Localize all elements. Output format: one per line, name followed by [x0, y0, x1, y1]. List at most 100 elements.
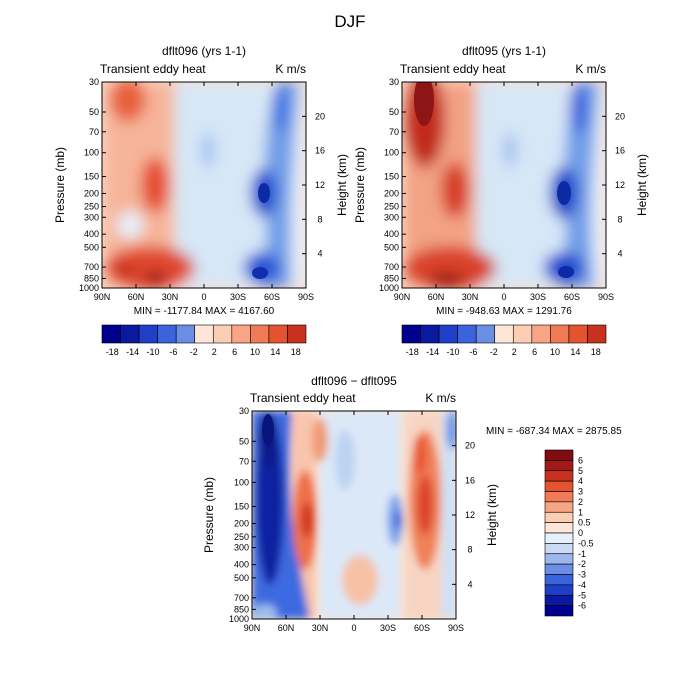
y-tick-label: 150 [84, 172, 99, 182]
y-tick-label: 400 [84, 229, 99, 239]
colorbar-label: -2 [578, 559, 586, 569]
y2-tick-label: 20 [465, 441, 475, 451]
x-tick-label: 0 [501, 292, 506, 302]
x-tick-label: 30S [530, 292, 546, 302]
colorbar-box [475, 324, 496, 344]
colorbar-label: 2 [578, 497, 583, 507]
panel-a-stats: MIN = -1177.84 MAX = 4167.60 [134, 306, 275, 317]
colorbar-box [268, 324, 288, 344]
y-tick-label: 100 [84, 148, 99, 158]
y-tick-label: 70 [89, 127, 99, 137]
panel-b-title: dflt095 (yrs 1-1) [462, 44, 546, 58]
panel-b-left-label: Transient eddy heat [400, 62, 506, 76]
colorbar-box [544, 522, 574, 534]
colorbar-label: -4 [578, 580, 586, 590]
panel-a: dflt096 (yrs 1-1) Transient eddy heat K … [53, 44, 349, 357]
y-tick-label: 50 [389, 107, 399, 117]
x-tick-label: 60S [564, 292, 580, 302]
colorbar-box [438, 324, 458, 344]
y-tick-label: 200 [384, 188, 399, 198]
colorbar-box [550, 324, 570, 344]
y-tick-label: 400 [384, 229, 399, 239]
y-tick-label: 850 [384, 273, 399, 283]
y-tick-label: 700 [234, 593, 249, 603]
panel-b-y2label: Height (km) [635, 154, 649, 216]
colorbar-label: 2 [212, 347, 217, 357]
y-tick-label: 250 [384, 202, 399, 212]
x-tick-label: 30N [462, 292, 479, 302]
panel-b-ylabel: Pressure (mb) [353, 147, 367, 223]
y2-tick-label: 16 [465, 475, 475, 485]
colorbar-box [420, 324, 440, 344]
colorbar-label: 6 [578, 455, 583, 465]
y2-tick-label: 4 [467, 579, 472, 589]
y2-tick-label: 16 [315, 146, 325, 156]
y-tick-label: 500 [234, 573, 249, 583]
y2-tick-label: 12 [465, 510, 475, 520]
y2-tick-label: 20 [315, 111, 325, 121]
y-tick-label: 300 [384, 212, 399, 222]
colorbar-box [401, 324, 421, 344]
colorbar-box [120, 324, 140, 344]
colorbar-box [544, 470, 574, 482]
y-tick-label: 100 [234, 477, 249, 487]
colorbar-box [544, 553, 574, 565]
x-tick-label: 90N [244, 623, 261, 633]
colorbar-label: 4 [578, 476, 583, 486]
y-tick-label: 700 [384, 262, 399, 272]
page-title: DJF [334, 12, 365, 31]
panel-a-field [102, 82, 306, 288]
colorbar-box [544, 449, 574, 461]
x-tick-label: 90N [94, 292, 111, 302]
y-tick-label: 850 [84, 273, 99, 283]
colorbar-box [544, 480, 574, 492]
colorbar-box [212, 324, 233, 344]
panel-a-y2label: Height (km) [335, 154, 349, 216]
y-tick-label: 200 [84, 188, 99, 198]
colorbar-label: -5 [578, 590, 586, 600]
colorbar-box [544, 605, 574, 617]
y-tick-label: 30 [389, 77, 399, 87]
y2-tick-label: 4 [617, 249, 622, 259]
panel-b-stats: MIN = -948.63 MAX = 1291.76 [436, 306, 572, 317]
y-tick-label: 70 [239, 456, 249, 466]
colorbar-box [544, 532, 574, 544]
panel-a-title: dflt096 (yrs 1-1) [162, 44, 246, 58]
colorbar-box [568, 324, 588, 344]
colorbar-box [101, 324, 121, 344]
colorbar-label: 3 [578, 487, 583, 497]
colorbar-label: -18 [406, 347, 419, 357]
colorbar-label: 2 [512, 347, 517, 357]
panel-c-axes: 90N 60N 30N 0 30S 60S 90S 30 50 70 100 150 200 250300… [229, 406, 475, 633]
colorbar-box [587, 324, 607, 344]
y-tick-label: 1000 [229, 614, 249, 624]
x-tick-label: 90S [298, 292, 314, 302]
colorbar-box [544, 563, 574, 575]
y2-tick-label: 8 [617, 214, 622, 224]
colorbar-label: -0.5 [578, 538, 594, 548]
panel-c-title: dflt096 − dflt095 [311, 374, 397, 388]
x-tick-label: 30N [162, 292, 179, 302]
panel-b-colorbar: -18 -14 -10 -6 -2 2 6 10 14 18 [401, 324, 607, 357]
y2-tick-label: 8 [467, 545, 472, 555]
colorbar-label: -10 [146, 347, 159, 357]
colorbar-label: 10 [550, 347, 560, 357]
panel-b-right-label: K m/s [575, 62, 606, 76]
panel-c-ylabel: Pressure (mb) [202, 477, 216, 553]
x-tick-label: 90N [394, 292, 411, 302]
colorbar-box [457, 324, 477, 344]
panel-a-right-label: K m/s [275, 62, 306, 76]
x-tick-label: 60S [414, 623, 430, 633]
panel-c-stats: MIN = -687.34 MAX = 2875.85 [486, 426, 622, 437]
colorbar-label: 10 [250, 347, 260, 357]
y2-tick-label: 4 [317, 249, 322, 259]
panel-b: dflt095 (yrs 1-1) Transient eddy heat K … [353, 44, 649, 357]
colorbar-label: 6 [532, 347, 537, 357]
panel-b-axes: 90N 60N 30N 0 30S 60S 90S 30 50 70 100 150 200 250300… [379, 77, 625, 302]
y-tick-label: 150 [234, 501, 249, 511]
colorbar-box [531, 324, 551, 344]
colorbar-label: 14 [570, 347, 580, 357]
colorbar-label: -2 [490, 347, 498, 357]
colorbar-box [512, 324, 533, 344]
x-tick-label: 60N [428, 292, 445, 302]
